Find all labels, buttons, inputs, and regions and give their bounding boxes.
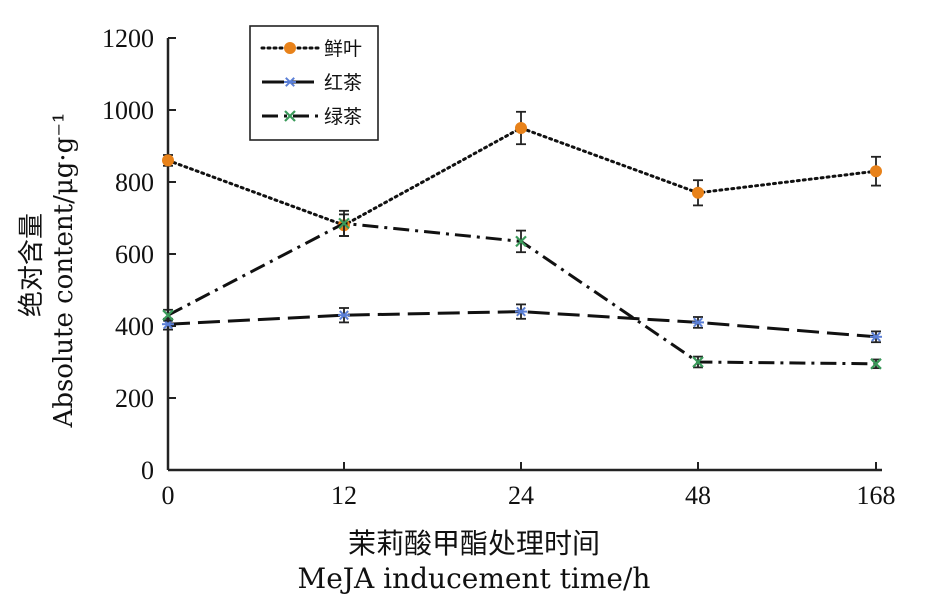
legend-label: 绿茶: [324, 106, 362, 128]
legend-marker: [284, 42, 296, 54]
legend-label: 红茶: [324, 72, 362, 94]
y-tick-label: 1000: [102, 96, 154, 125]
y-tick-label: 800: [115, 168, 154, 197]
x-axis-title-en: MeJA inducement time/h: [297, 562, 651, 595]
y-tick-label: 0: [141, 456, 154, 485]
data-point: [870, 358, 882, 370]
series-3: [162, 209, 882, 370]
series-line: [167, 310, 877, 339]
legend-item: 绿茶: [262, 106, 362, 128]
data-point: [338, 310, 350, 321]
legend-item: 鲜叶: [260, 38, 362, 60]
data-point: [162, 154, 174, 167]
legend-marker: [284, 77, 296, 87]
x-tick-label: 0: [162, 481, 175, 510]
y-axis-title: 绝对含量 Absolute content/μg·g⁻¹: [17, 113, 79, 429]
series-1: [162, 110, 882, 237]
data-point: [692, 356, 704, 368]
data-point: [338, 217, 350, 230]
x-tick-label: 24: [508, 481, 534, 510]
data-point: [692, 186, 704, 199]
x-tick-label: 48: [685, 481, 711, 510]
series-line: [166, 126, 878, 227]
series-2: [162, 303, 882, 344]
y-tick-label: 1200: [102, 24, 154, 53]
legend-label: 鲜叶: [324, 38, 362, 60]
data-point: [515, 306, 527, 317]
data-point: [515, 235, 527, 248]
y-tick-label: 600: [115, 240, 154, 269]
legend-item: 红茶: [262, 72, 362, 94]
data-point: [692, 317, 704, 328]
y-tick-label: 400: [115, 312, 154, 341]
data-point: [870, 165, 882, 178]
series-line: [167, 221, 877, 366]
x-tick-label: 12: [331, 481, 357, 510]
x-tick-label: 168: [857, 481, 896, 510]
x-axis-title-cn: 茉莉酸甲酯处理时间: [347, 527, 600, 560]
legend-marker: [284, 110, 296, 122]
y-axis-title-en: Absolute content/μg·g⁻¹: [49, 113, 79, 429]
data-point: [870, 331, 882, 342]
data-point: [515, 122, 527, 134]
y-tick-label: 200: [115, 384, 154, 413]
y-axis-title-cn: 绝对含量: [17, 213, 47, 317]
data-point: [162, 309, 174, 321]
